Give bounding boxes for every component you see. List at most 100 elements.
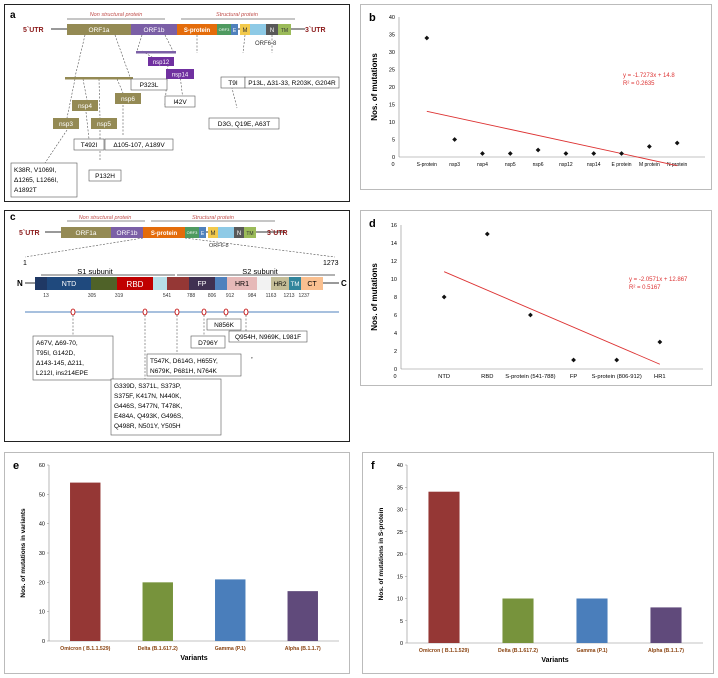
utr3-label: 3`UTR bbox=[305, 27, 326, 34]
box-rbd-line3: G446S, S477N, T478K, bbox=[114, 403, 182, 410]
y-tick-label: 0 bbox=[42, 639, 45, 645]
orf1a-expand-bar bbox=[65, 77, 133, 80]
chart-e: e 0 10 20 30 40 50 60 Omicron ( B.1.1.529) Delta … bbox=[13, 460, 339, 662]
data-point bbox=[674, 140, 680, 146]
box-541-line2: N679K, P681H, N764K bbox=[150, 368, 218, 375]
x-tick-label: nsp3 bbox=[449, 162, 460, 168]
y-tick-label: 0 bbox=[392, 155, 395, 161]
data-point bbox=[484, 231, 490, 237]
n-label: N bbox=[237, 231, 241, 237]
box-n856: N856K bbox=[214, 322, 235, 329]
y-tick-label: 5 bbox=[392, 138, 395, 144]
n-block bbox=[234, 227, 244, 238]
pos-788: 788 bbox=[187, 293, 196, 299]
y-tick-label: 16 bbox=[391, 223, 397, 229]
data-point bbox=[619, 151, 624, 156]
x-tick-label: E protein bbox=[612, 162, 632, 168]
s2-label: S2 subunit bbox=[242, 267, 278, 276]
box-fp: D796Y bbox=[198, 340, 219, 347]
bar-3 bbox=[215, 579, 246, 641]
pos-984: 984 bbox=[248, 293, 257, 299]
utr5-label: 5`UTR bbox=[19, 230, 40, 237]
x-origin-label: 0 bbox=[391, 162, 394, 168]
structural-label: Structural protein bbox=[192, 215, 234, 221]
trend-equation: y = -2.0571x + 12.867 bbox=[629, 277, 688, 283]
m-block bbox=[208, 227, 218, 238]
nsp3-label: nsp3 bbox=[59, 121, 73, 128]
nsp12-label: nsp12 bbox=[153, 60, 170, 66]
tm-domain bbox=[289, 277, 301, 290]
mutation-boxes-c bbox=[32, 318, 308, 436]
s1-label: S1 subunit bbox=[77, 267, 113, 276]
rbd-domain bbox=[117, 277, 153, 290]
spike-diagram-c: c Non structural protein Structural prot… bbox=[10, 212, 347, 436]
m-label: M bbox=[243, 28, 248, 34]
x-tick-label: nsp4 bbox=[477, 162, 488, 168]
box-ntd-line1: A67V, Δ69-70, bbox=[36, 340, 78, 347]
nsp5-box bbox=[91, 118, 117, 129]
x-tick-label: HR1 bbox=[654, 374, 666, 380]
genome-diagram-a: a Non structural protein Structural prot… bbox=[10, 10, 340, 198]
nsp6-label: nsp6 bbox=[121, 96, 135, 103]
x-tick-label: Omicron ( B.1.1.529) bbox=[60, 646, 110, 652]
box-rbd-line2: S375F, K417N, N440K, bbox=[114, 393, 181, 400]
ntd-linker bbox=[91, 277, 117, 290]
x-tick-label: FP bbox=[570, 374, 578, 380]
y-tick-label: 2 bbox=[394, 349, 397, 355]
orf1a-label: ORF1a bbox=[89, 27, 110, 34]
panel-d: d 0 2 4 6 8 10 12 14 16 0 NTD RBD S-protein (541-788)… bbox=[360, 210, 712, 386]
panel-f: f 0 5 10 15 20 25 30 35 40 Omicron ( B.1.1.529) Del… bbox=[362, 452, 714, 674]
orf68-block bbox=[218, 227, 234, 238]
orf1a-block bbox=[61, 227, 111, 238]
x-tick-label: S-protein (806-912) bbox=[592, 374, 642, 380]
x-axis-label: Variants bbox=[180, 655, 207, 662]
pos-541: 541 bbox=[163, 293, 172, 299]
y-tick-label: 25 bbox=[397, 530, 403, 536]
y-tick-label: 35 bbox=[389, 33, 395, 39]
nsp5-label: nsp5 bbox=[97, 121, 111, 128]
y-tick-label: 25 bbox=[389, 68, 395, 74]
tm-block bbox=[244, 227, 256, 238]
chart-f: f 0 5 10 15 20 25 30 35 40 Omicron ( B.1.1.529) Del… bbox=[371, 460, 703, 664]
x-tick-label: Delta (B.1.617.2) bbox=[498, 648, 538, 654]
x-tick-label: nsp5 bbox=[505, 162, 516, 168]
mut-s: T9I bbox=[228, 80, 238, 87]
y-tick-label: 10 bbox=[391, 277, 397, 283]
e-label: E bbox=[201, 231, 205, 237]
panel-c: c Non structural protein Structural prot… bbox=[4, 210, 350, 442]
sprotein-block bbox=[143, 227, 185, 238]
pos-305: 305 bbox=[88, 293, 97, 299]
marker-hr1 bbox=[243, 308, 249, 316]
end-position: 1273 bbox=[323, 260, 339, 267]
y-tick-label: 8 bbox=[394, 295, 397, 301]
data-point bbox=[480, 151, 485, 156]
hr2-domain bbox=[271, 277, 289, 290]
ch-domain bbox=[257, 277, 271, 290]
y-tick-label: 35 bbox=[397, 485, 403, 491]
mut-nsp14: I42V bbox=[173, 99, 187, 106]
box-hr1: Q954H, N969K, L981F bbox=[235, 334, 301, 341]
panel-letter: b bbox=[369, 12, 376, 24]
nsp4-box bbox=[72, 100, 98, 111]
box-ntd-line4: L212I, ins214EPE bbox=[36, 370, 89, 377]
x-tick-label: Alpha (B.1.1.7) bbox=[285, 646, 321, 652]
m-block bbox=[240, 24, 250, 35]
tm-domain-label: TM bbox=[291, 282, 300, 288]
e-block bbox=[231, 24, 238, 35]
pos-13: 13 bbox=[43, 293, 49, 299]
pos-1237: 1237 bbox=[298, 293, 309, 299]
tm-label: TM bbox=[281, 28, 288, 34]
bar-1 bbox=[428, 491, 460, 643]
marker-fp bbox=[201, 308, 207, 316]
y-tick-label: 30 bbox=[397, 508, 403, 514]
hr1-domain bbox=[227, 277, 257, 290]
tm-block bbox=[278, 24, 291, 35]
pos-319: 319 bbox=[115, 293, 124, 299]
data-point bbox=[441, 294, 447, 300]
x-tick-label: NTD bbox=[438, 374, 450, 380]
orf1b-label: ORF1b bbox=[117, 230, 138, 237]
x-tick-label: N protein bbox=[667, 162, 688, 168]
y-tick-label: 12 bbox=[391, 259, 397, 265]
y-tick-label: 14 bbox=[391, 241, 397, 247]
sprotein-label: S-protein bbox=[151, 231, 178, 237]
